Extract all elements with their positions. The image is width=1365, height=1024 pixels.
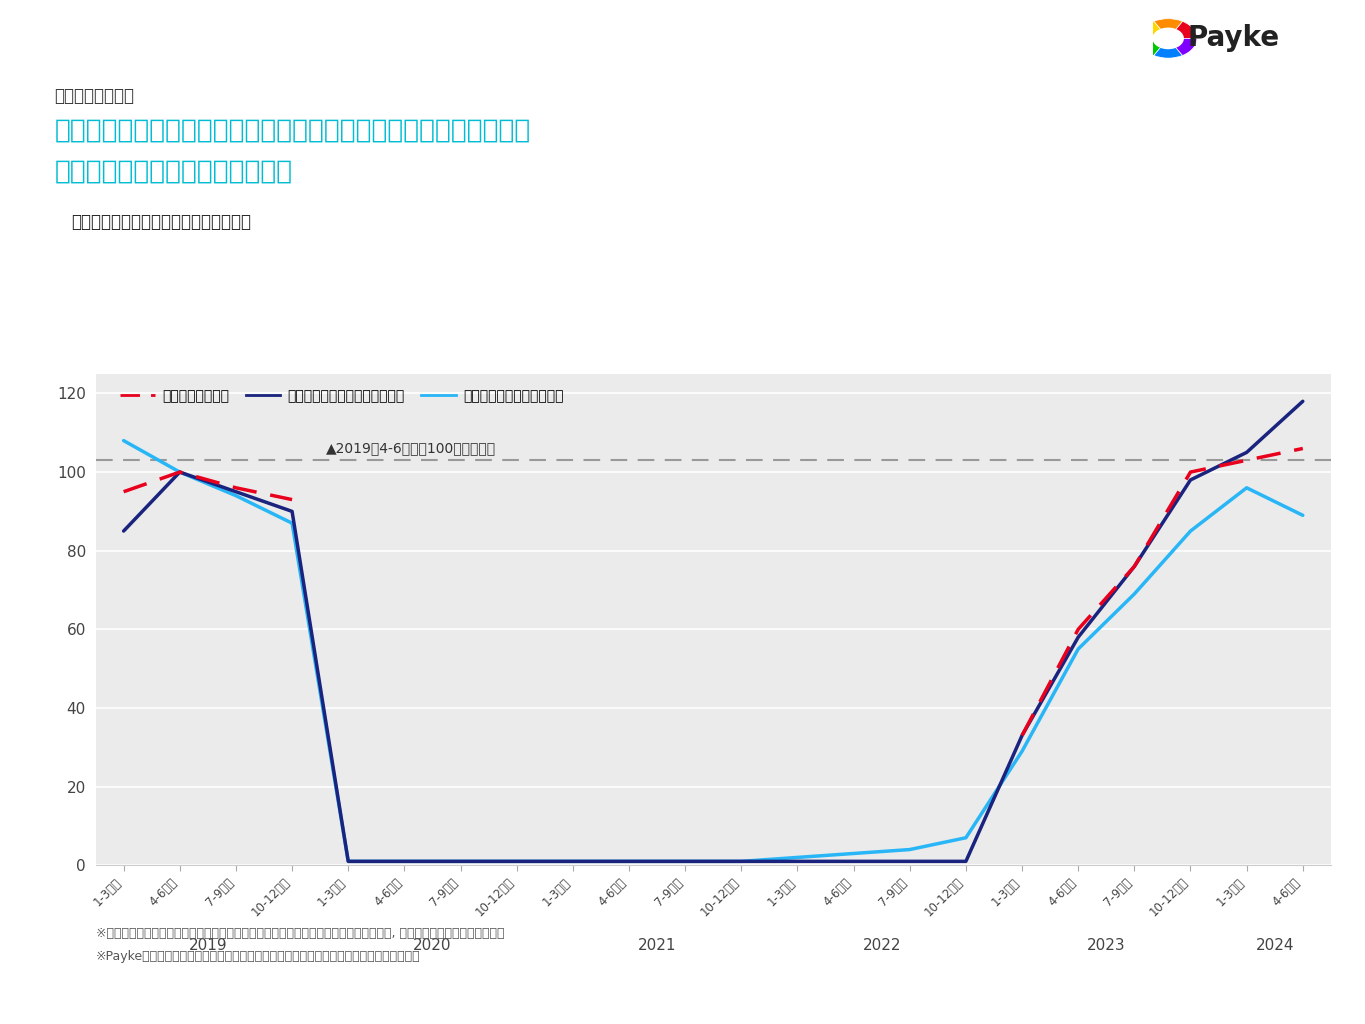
Text: ※三大都市圏：埼玉県・千葉県・東京都・神奈川県・愛知県・京都府・大阪府・兵庫県, 地方部：三大都市圏以外の道県: ※三大都市圏：埼玉県・千葉県・東京都・神奈川県・愛知県・京都府・大阪府・兵庫県,… <box>96 927 504 940</box>
Text: 買い物エリア動向: 買い物エリア動向 <box>55 87 135 105</box>
Wedge shape <box>1140 22 1168 38</box>
Text: 都市部・地方部での買い物客数推移比較: 都市部・地方部での買い物客数推移比較 <box>71 213 251 231</box>
Text: 2022: 2022 <box>863 938 901 952</box>
Wedge shape <box>1168 38 1197 55</box>
Text: 2024: 2024 <box>1256 938 1294 952</box>
Legend: 訪日外国人来客数, 三大都市圏での訪日買い物客数, 地方部での訪日買い物客数: 訪日外国人来客数, 三大都市圏での訪日買い物客数, 地方部での訪日買い物客数 <box>115 383 569 409</box>
Text: Payke: Payke <box>1188 25 1280 52</box>
Text: ▲2019年4-6月期を100とした場合: ▲2019年4-6月期を100とした場合 <box>326 441 495 456</box>
Circle shape <box>1152 28 1183 49</box>
Wedge shape <box>1153 38 1182 58</box>
Text: の買い物客数は戻り切っていない: の買い物客数は戻り切っていない <box>55 159 292 184</box>
Text: 2020: 2020 <box>414 938 452 952</box>
Text: 2019: 2019 <box>188 938 227 952</box>
Text: 2021: 2021 <box>637 938 676 952</box>
Wedge shape <box>1140 38 1168 55</box>
Text: 2023: 2023 <box>1087 938 1126 952</box>
Text: ※Paykeが保有するスキャンデータよりインバウンド買い物客数をウェートバックした数字: ※Paykeが保有するスキャンデータよりインバウンド買い物客数をウェートバックし… <box>96 950 420 964</box>
Text: 都市部での買い物客はコロナ前水準を超えているものの、地方部で: 都市部での買い物客はコロナ前水準を超えているものの、地方部で <box>55 118 531 143</box>
Wedge shape <box>1153 18 1182 38</box>
Wedge shape <box>1168 22 1197 38</box>
